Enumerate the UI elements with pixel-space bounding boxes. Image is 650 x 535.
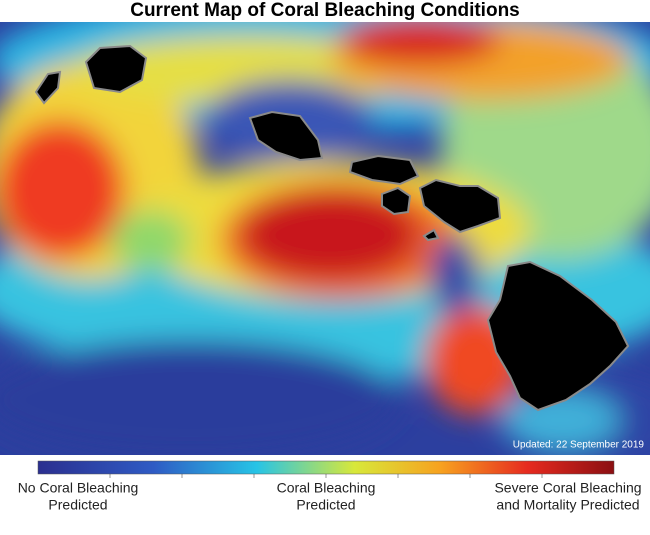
title: Current Map of Coral Bleaching Condition… xyxy=(130,0,520,21)
legend-label: and Mortality Predicted xyxy=(496,497,639,513)
islands xyxy=(34,44,630,412)
color-bar-ticks xyxy=(109,474,543,478)
updated-note: Updated: 22 September 2019 xyxy=(513,440,645,451)
legend-label: Severe Coral Bleaching xyxy=(494,480,641,496)
legend-label: Predicted xyxy=(296,497,355,513)
legend-label: No Coral Bleaching xyxy=(18,480,139,496)
color-bar xyxy=(37,460,615,475)
legend-label: Predicted xyxy=(48,497,107,513)
legend-label: Coral Bleaching xyxy=(277,480,376,496)
heat-map: Updated: 22 September 2019 xyxy=(0,22,650,455)
